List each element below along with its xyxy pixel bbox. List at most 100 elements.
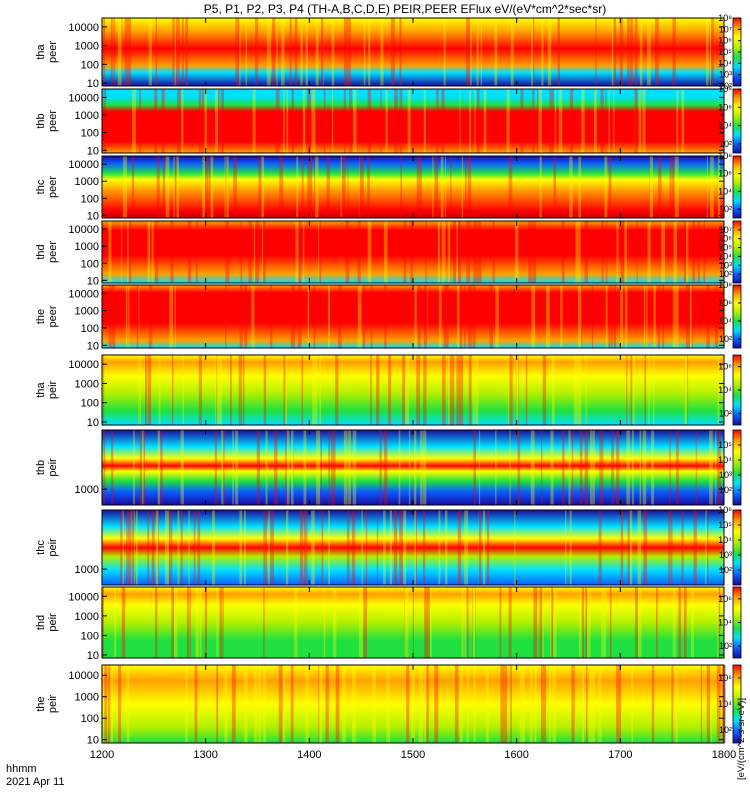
y-axis-label: peer [47,176,59,198]
spectrogram-image [102,285,724,348]
colorbar-tick-label: 10⁶ [718,169,732,179]
colorbar-tick-label: 10⁴ [718,385,732,395]
colorbar-tick-label: 10⁸ [718,151,732,161]
y-axis-label: peer [47,241,59,263]
colorbar-tick-label: 10⁴ [718,535,732,545]
colorbar [732,88,742,154]
colorbar-tick-label: 10³ [719,260,732,270]
date-label: 2021 Apr 11 [6,776,65,788]
y-axis-label: peer [47,110,59,132]
y-tick-label: 100 [81,258,99,270]
x-tick-label: 1400 [297,749,321,761]
y-tick-label: 100 [81,193,99,205]
spectrogram-image [102,89,724,153]
y-axis-label: peir [47,694,59,713]
panel-thc-peir: 1000 thc peir 10⁶ 10⁵ 10⁴ 10³ 10² [35,505,742,586]
spectrogram-image [102,355,724,425]
y-tick-label: 1000 [75,176,99,188]
y-tick-label: 10000 [68,359,99,371]
y-tick-label: 1000 [75,692,99,704]
colorbar-tick-label: 10⁵ [718,243,732,253]
spectrogram-texture [103,430,721,505]
y-tick-label: 10 [87,145,99,157]
y-tick-label: 10000 [68,288,99,300]
colorbar-tick-label: 10² [719,269,732,279]
y-axis-label: thb [35,113,47,128]
panel-thb-peer: 10000 1000 100 10 thb peer 10⁸ 10⁶ 10⁴ 10² [35,84,742,157]
y-tick-label: 10 [87,417,99,429]
x-tick-label: 1300 [193,749,217,761]
colorbar-tick-label: 10⁴ [718,618,732,628]
colorbar-tick-label: 10² [719,408,732,418]
y-tick-label: 10 [87,340,99,352]
time-label: hhmm [6,763,37,775]
panel-thd-peir: 10000 1000 100 10 thd peir 10⁶ 10⁴ 10² [35,586,742,662]
x-axis: 1200 1300 1400 1500 1600 1700 1800 [90,18,736,761]
colorbar-tick-label: 10⁸ [718,280,732,290]
spectrogram-image [102,510,724,585]
panel-thb-peir: 1000 thb peir 10⁵ 10⁴ 10³ 10² [35,429,742,506]
x-tick-label: 1500 [401,749,425,761]
colorbar-tick-label: 10³ [719,470,732,480]
y-axis-label: the [35,696,47,711]
y-tick-label: 1000 [75,41,99,53]
colorbar-unit-label: [eV/(cm^2-s-sr-eV)] [736,698,747,780]
y-tick-label: 100 [81,630,99,642]
colorbar-tick-label: 10⁴ [718,316,732,326]
spectrogram-texture [108,221,705,283]
colorbar-tick-label: 10⁴ [718,699,732,709]
spectrogram-texture [103,665,726,743]
y-axis-label: thd [35,244,47,259]
colorbar-tick-label: 10⁷ [719,24,732,34]
colorbar-tick-label: 10⁶ [718,102,732,112]
y-tick-label: 10 [87,275,99,287]
colorbar-tick-label: 10⁸ [718,13,732,23]
spectrogram-texture [103,89,685,153]
y-tick-label: 10 [87,210,99,222]
spectrogram-texture [102,587,721,658]
colorbar-tick-label: 10² [719,334,732,344]
y-tick-label: 100 [81,59,99,71]
colorbar-tick-label: 10³ [719,70,732,80]
colorbar-tick-label: 10² [719,641,732,651]
y-tick-label: 1000 [75,306,99,318]
spectrogram-texture [122,156,721,218]
y-tick-label: 10000 [68,22,99,34]
y-tick-label: 1000 [75,611,99,623]
x-tick-label: 1700 [608,749,632,761]
y-axis-label: the [35,309,47,324]
y-tick-label: 1000 [75,564,99,576]
y-axis-label: thd [35,615,47,630]
x-tick-label: 1800 [712,749,736,761]
y-axis-label: peir [47,613,59,632]
spectrogram-image [102,221,724,283]
spectrogram-image [102,156,724,218]
colorbar-tick-label: 10⁵ [718,47,732,57]
colorbar [732,284,742,349]
spectrogram-texture [103,18,714,86]
x-tick-label: 1200 [90,749,114,761]
colorbar-tick-label: 10⁶ [718,594,732,604]
colorbar-tick-label: 10⁴ [718,251,732,261]
colorbar [732,509,742,586]
y-tick-label: 10000 [68,92,99,104]
panel-the-peir: 10000 1000 100 10 the peir 10⁶ 10⁴ 10² [35,664,742,747]
panel-thc-peer: 10000 1000 100 10 thc peer 10⁸ 10⁶ 10⁴ 10² [35,151,742,222]
colorbar-tick-label: 10⁴ [718,186,732,196]
colorbar-tick-label: 10⁶ [718,234,732,244]
y-tick-label: 100 [81,323,99,335]
y-axis-label: thb [35,460,47,475]
panel-tha-peir: 10000 1000 100 10 tha peir 10⁶ 10⁴ 10² [35,354,742,429]
y-tick-label: 10 [87,78,99,90]
colorbar-tick-label: 10⁶ [718,36,732,46]
colorbar-tick-label: 10² [719,204,732,214]
y-tick-label: 100 [81,128,99,140]
y-axis-label: peir [47,380,59,399]
colorbar-tick-label: 10⁶ [718,505,732,515]
spectrogram-image [102,430,724,505]
colorbar-tick-label: 10² [719,81,732,91]
y-axis-label: tha [35,43,47,59]
